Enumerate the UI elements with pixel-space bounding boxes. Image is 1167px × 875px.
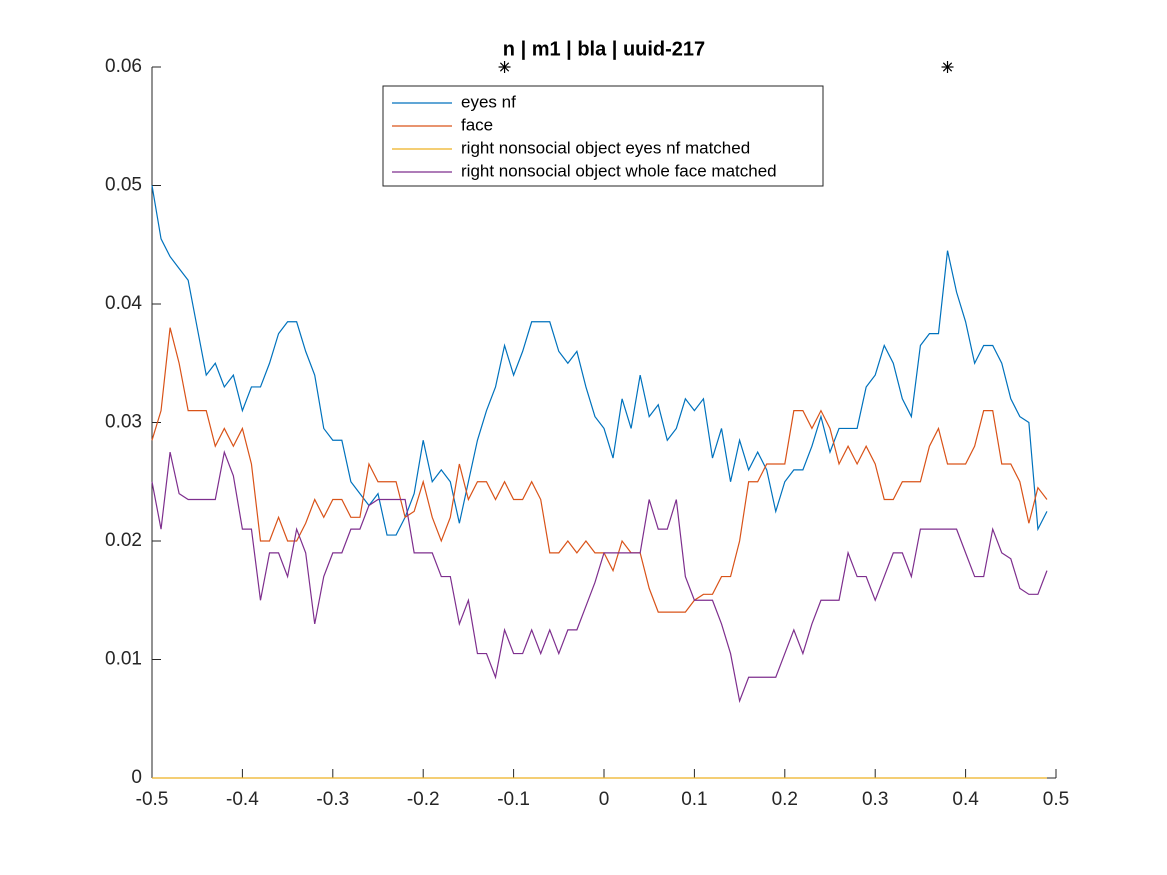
star-marker: [498, 61, 511, 73]
x-tick-label: 0: [599, 789, 610, 810]
series-line: [151, 185, 1048, 536]
legend-label: right nonsocial object eyes nf matched: [461, 138, 750, 157]
x-tick-label: -0.4: [226, 789, 259, 810]
x-tick-label: 0.5: [1043, 789, 1069, 810]
legend-label: right nonsocial object whole face matche…: [461, 161, 777, 180]
y-tick-label: 0.02: [105, 530, 142, 551]
x-tick-label: 0.3: [862, 789, 888, 810]
x-tick-label: -0.1: [497, 789, 530, 810]
x-tick-label: 0.1: [681, 789, 707, 810]
y-tick-label: 0.06: [105, 56, 142, 77]
y-tick-label: 0: [131, 767, 142, 788]
y-tick-label: 0.03: [105, 412, 142, 433]
star-stroke: [942, 62, 953, 72]
x-tick-label: -0.5: [136, 789, 169, 810]
legend-label: face: [461, 115, 493, 134]
legend-box: [382, 85, 824, 187]
legend-label: eyes nf: [461, 92, 516, 111]
x-tick-label: 0.2: [772, 789, 798, 810]
y-tick-label: 0.05: [105, 175, 142, 196]
x-tick-label: -0.2: [407, 789, 440, 810]
x-tick-label: -0.3: [316, 789, 349, 810]
star-marker: [941, 61, 954, 73]
chart-title: n | m1 | bla | uuid-217: [503, 38, 705, 60]
y-tick-label: 0.01: [105, 649, 142, 670]
series-line: [151, 449, 1048, 704]
star-stroke: [499, 62, 510, 72]
x-tick-label: 0.4: [952, 789, 979, 810]
series-line: [151, 327, 1048, 613]
y-tick-label: 0.04: [105, 293, 142, 314]
